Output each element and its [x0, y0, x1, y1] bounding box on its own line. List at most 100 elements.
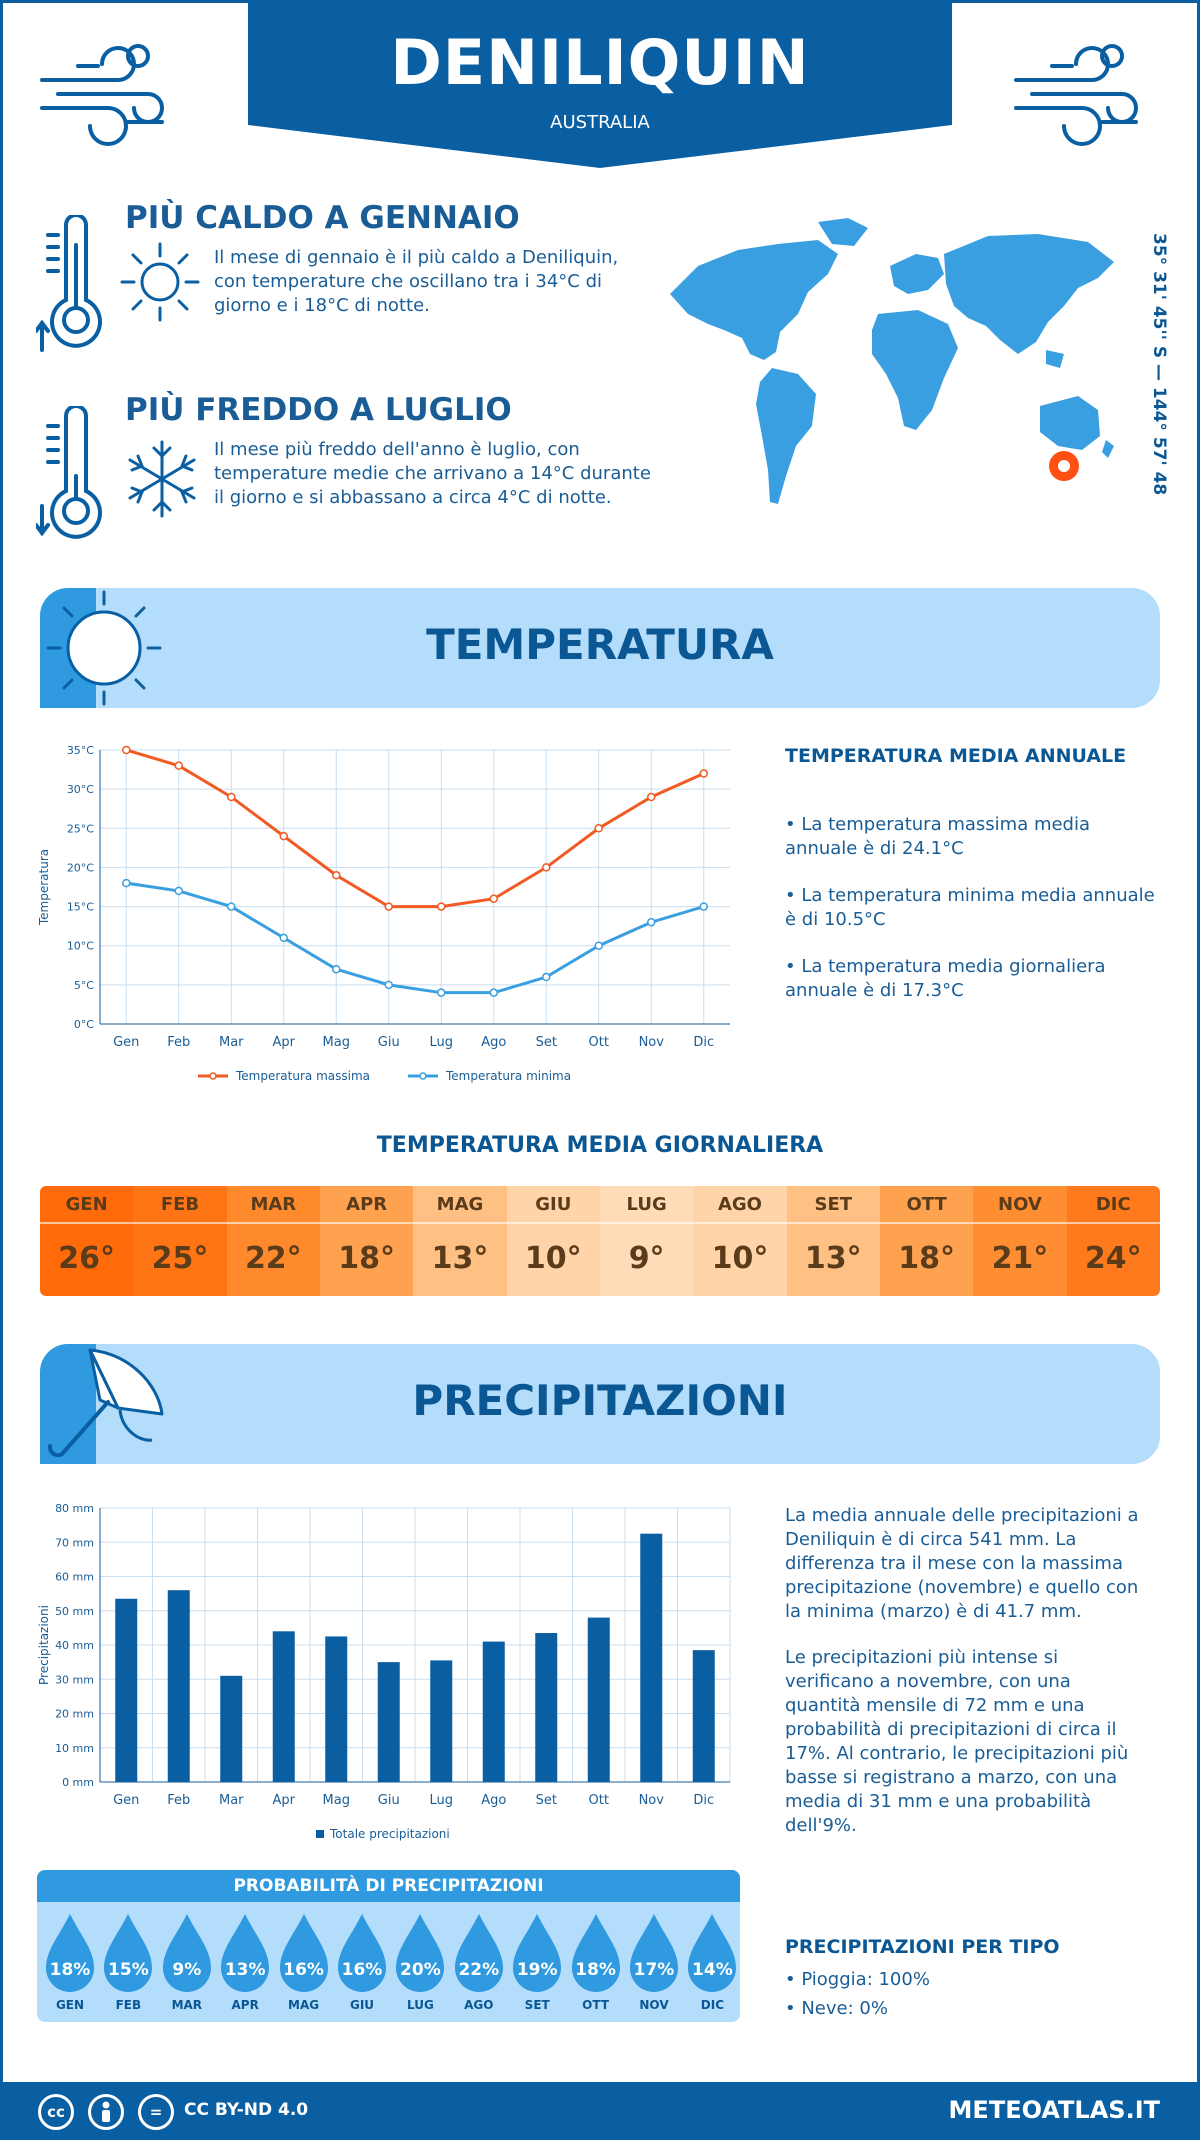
probability-value: 22%	[458, 1960, 500, 1980]
data-point	[699, 902, 708, 911]
daily-cell-gen: GEN 26°	[40, 1186, 134, 1296]
fact-coldest: PIÙ FREDDO A LUGLIO Il mese più freddo d…	[30, 392, 651, 562]
banner-shape	[248, 0, 952, 168]
daily-cell-lug: LUG 9°	[599, 1186, 694, 1296]
raindrop-icon	[162, 1914, 211, 1992]
daily-month-label: OTT	[879, 1186, 974, 1224]
probability-drop-ago: 22% AGO	[450, 1910, 508, 2020]
data-point	[542, 863, 551, 872]
probability-drop-mag: 16% MAG	[275, 1910, 333, 2020]
daily-cell-set: SET 13°	[786, 1186, 880, 1296]
y-tick-label: 0°C	[74, 1018, 94, 1031]
daily-month-label: NOV	[973, 1186, 1067, 1224]
data-point	[174, 761, 183, 770]
x-tick-label: Gen	[113, 1793, 139, 1808]
license-label: CC BY-ND 4.0	[184, 2100, 309, 2120]
data-point	[227, 792, 236, 802]
probability-value: 13%	[224, 1960, 266, 1980]
daily-temperature-strip: GEN 26° FEB 25° MAR 22° APR 18° MAG 13° GIU 10° LUG 9…	[40, 1186, 1160, 1296]
data-point	[174, 886, 183, 896]
x-tick-label: Mar	[219, 1793, 244, 1808]
snowflake-icon	[128, 440, 196, 518]
x-tick-label: Mag	[323, 1035, 350, 1050]
probability-value: 16%	[341, 1960, 383, 1980]
raindrop-icon	[454, 1914, 503, 1992]
bar	[535, 1633, 558, 1782]
daily-cell-giu: GIU 10°	[506, 1186, 600, 1296]
y-tick-label: 25°C	[67, 822, 94, 835]
probability-drop-lug: 20% LUG	[391, 1910, 449, 2020]
data-point	[699, 769, 708, 778]
temperature-side-title: TEMPERATURA MEDIA ANNUALE	[785, 745, 1127, 767]
series-line	[126, 881, 705, 995]
precipitation-probability-title: PROBABILITÀ DI PRECIPITAZIONI	[37, 1870, 740, 1902]
x-tick-label: Giu	[378, 1035, 400, 1050]
daily-cell-mag: MAG 13°	[413, 1186, 507, 1296]
temperature-section-title: TEMPERATURA	[426, 620, 774, 669]
probability-drop-mar: 9% MAR	[158, 1910, 216, 2020]
svg-text:35° 31' 45'' S — 144° 57' 48'': 35° 31' 45'' S — 144° 57' 48'' E	[1149, 233, 1169, 495]
raindrop-icon	[221, 1914, 270, 1992]
precipitation-type-title: PRECIPITAZIONI PER TIPO	[785, 1936, 1060, 1958]
daily-cell-mar: MAR 22°	[226, 1186, 320, 1296]
bar	[325, 1636, 348, 1782]
probability-month-label: GIU	[349, 1998, 375, 2012]
bar	[167, 1590, 190, 1782]
probability-drop-nov: 17% NOV	[625, 1910, 683, 2020]
x-tick-label: Nov	[639, 1035, 665, 1050]
probability-drop-giu: 16% GIU	[333, 1910, 391, 2020]
bar	[430, 1660, 453, 1782]
raindrop-icon	[396, 1914, 445, 1992]
x-tick-label: Feb	[167, 1793, 190, 1808]
raindrop-icon	[279, 1914, 328, 1992]
daily-cell-dic: DIC 24°	[1066, 1186, 1160, 1296]
probability-value: 18%	[49, 1960, 91, 1980]
data-point	[227, 902, 236, 911]
x-tick-label: Set	[536, 1793, 557, 1808]
daily-month-label: SET	[786, 1186, 880, 1224]
site-link[interactable]: METEOATLAS.IT	[948, 2096, 1160, 2124]
thermometer-hot-icon	[36, 215, 102, 352]
y-tick-label: 40 mm	[55, 1639, 94, 1652]
data-point	[279, 933, 288, 943]
temperature-section-header: TEMPERATURA	[40, 588, 1160, 708]
precipitation-type-snow: • Neve: 0%	[785, 1998, 888, 2019]
y-tick-label: 60 mm	[55, 1571, 94, 1584]
x-tick-label: Apr	[273, 1035, 296, 1050]
fact-hottest: PIÙ CALDO A GENNAIO Il mese di gennaio è…	[30, 200, 630, 360]
x-tick-label: Gen	[113, 1035, 139, 1050]
y-tick-label: 0 mm	[62, 1776, 94, 1789]
data-point	[594, 824, 603, 833]
bar	[640, 1533, 663, 1782]
data-point	[542, 972, 551, 982]
data-point	[647, 917, 656, 927]
data-point	[489, 894, 498, 903]
raindrop-icon	[688, 1914, 737, 1992]
daily-cell-feb: FEB 25°	[133, 1186, 227, 1296]
thermometer-cold-icon	[36, 406, 102, 539]
data-point	[647, 792, 656, 802]
y-tick-label: 30 mm	[55, 1673, 94, 1686]
precipitation-chart: 0 mm 10 mm 20 mm 30 mm 40 mm 50 mm 60 mm 70 mm 8…	[37, 1502, 731, 1841]
person-icon	[88, 2094, 124, 2130]
probability-value: 18%	[575, 1960, 616, 1980]
raindrop-icon	[46, 1914, 94, 1992]
umbrella-icon	[40, 1344, 164, 1464]
daily-temperature-value: 18°	[338, 1241, 396, 1276]
daily-temperature-value: 25°	[151, 1241, 209, 1276]
data-point	[332, 964, 341, 974]
data-point	[122, 745, 131, 755]
raindrop-icon	[630, 1914, 678, 1992]
probability-value: 16%	[283, 1960, 324, 1980]
header-banner: DENILIQUIN AUSTRALIA	[248, 0, 952, 170]
precipitation-section-header: PRECIPITAZIONI	[40, 1344, 1160, 1464]
daily-cell-apr: APR 18°	[319, 1186, 414, 1296]
precipitation-probability-panel: PROBABILITÀ DI PRECIPITAZIONI 18% GEN 15% F…	[37, 1870, 740, 2022]
daily-month-label: GEN	[40, 1186, 134, 1224]
fact-coldest-text: Il mese più freddo dell'anno è luglio, c…	[214, 439, 651, 508]
bar	[272, 1631, 295, 1782]
legend-marker	[419, 1072, 427, 1080]
probability-value: 19%	[516, 1960, 558, 1980]
daily-month-label: MAR	[226, 1186, 320, 1224]
daily-temperature-value: 9°	[628, 1241, 665, 1276]
